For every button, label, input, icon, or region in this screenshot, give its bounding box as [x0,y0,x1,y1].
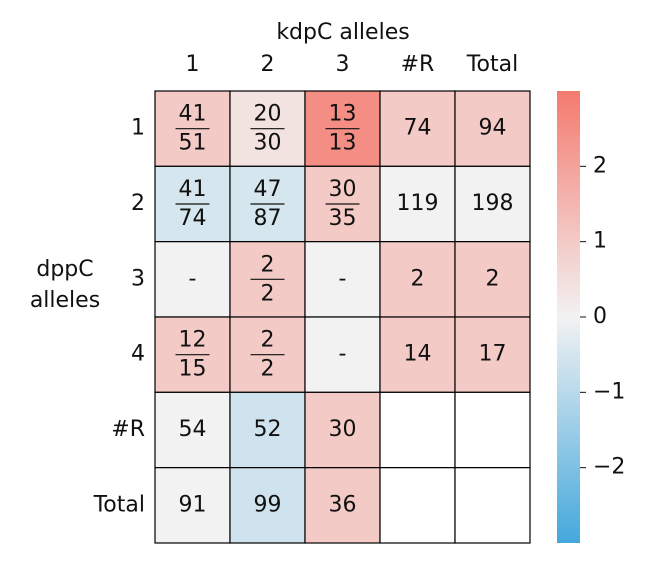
cell-label: 36 [329,492,357,517]
cell-label: 119 [397,191,439,216]
cell-label: 74 [404,116,432,141]
colorbar-tick-label: −2 [593,455,625,480]
cell [154,241,231,318]
numerator: 12 [179,328,207,353]
column-label: 2 [261,52,275,77]
column-label: Total [466,52,518,77]
cell [379,391,456,469]
cell [379,241,456,318]
numerator: 41 [179,177,207,202]
denominator: 30 [254,131,282,156]
y-axis-title: alleles [30,288,100,313]
denominator: 74 [179,206,207,231]
cell [454,165,531,243]
x-axis-title: kdpC alleles [276,20,409,45]
cell [229,391,306,469]
cell [454,241,531,318]
denominator: 15 [179,357,207,382]
cell [454,467,531,544]
denominator: 87 [254,206,282,231]
cell [229,467,306,544]
cell [454,391,531,469]
numerator: 20 [254,102,282,127]
cell [304,241,381,318]
cell-label: 14 [404,342,432,367]
cell-label: - [339,342,347,367]
row-label: #R [111,417,145,442]
numerator: 13 [329,102,357,127]
colorbar [557,91,580,543]
row-label: 4 [131,342,145,367]
numerator: 41 [179,102,207,127]
numerator: 47 [254,177,282,202]
cell [379,316,456,393]
numerator: 2 [261,252,275,277]
cell [379,467,456,544]
cell-label: 91 [179,492,207,517]
denominator: 2 [261,357,275,382]
cell [304,467,381,544]
y-axis-title: dppC [36,257,93,282]
cell [154,467,231,544]
denominator: 35 [329,206,357,231]
row-label: Total [93,492,145,517]
cell-label: 99 [254,492,282,517]
cell-label: 54 [179,417,207,442]
cell-label: 94 [479,116,507,141]
cell-label: 2 [486,266,500,291]
denominator: 2 [261,281,275,306]
cell-label: 198 [472,191,514,216]
denominator: 51 [179,131,207,156]
cell [154,391,231,469]
row-label: 3 [131,266,145,291]
denominator: 13 [329,131,357,156]
column-label: 3 [336,52,350,77]
column-label: #R [401,52,435,77]
colorbar-tick-label: 0 [593,304,607,329]
cell-label: 30 [329,417,357,442]
cell-label: - [189,266,197,291]
cell-label: 52 [254,417,282,442]
cell [304,391,381,469]
cell-label: 2 [411,266,425,291]
numerator: 2 [261,328,275,353]
column-label: 1 [186,52,200,77]
colorbar-tick-label: 1 [593,229,607,254]
row-label: 2 [131,191,145,216]
cell [454,316,531,393]
cell-label: - [339,266,347,291]
colorbar-tick-label: −1 [593,379,625,404]
numerator: 30 [329,177,357,202]
cell [304,316,381,393]
colorbar-tick-label: 2 [593,153,607,178]
row-label: 1 [131,116,145,141]
cell-label: 17 [479,342,507,367]
